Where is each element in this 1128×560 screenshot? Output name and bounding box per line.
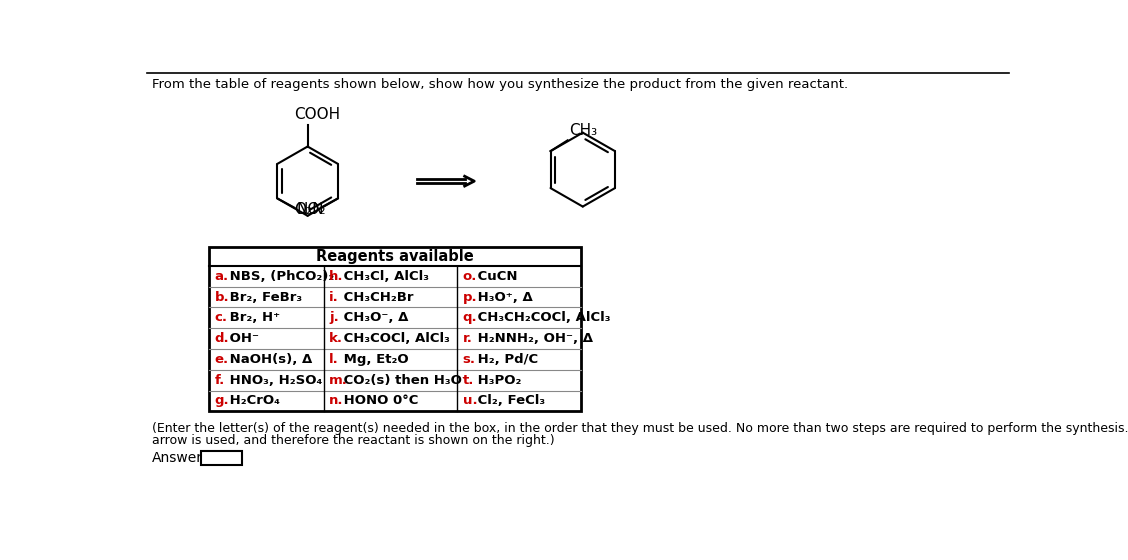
- Text: COOH: COOH: [293, 107, 340, 122]
- Text: d.: d.: [214, 332, 229, 345]
- Text: r.: r.: [462, 332, 473, 345]
- Text: j.: j.: [329, 311, 340, 324]
- Text: n.: n.: [329, 394, 344, 408]
- Text: H₃O⁺, Δ: H₃O⁺, Δ: [473, 291, 532, 304]
- Text: e.: e.: [214, 353, 229, 366]
- Text: HNO₃, H₂SO₄: HNO₃, H₂SO₄: [224, 374, 323, 387]
- Text: HONO 0°C: HONO 0°C: [340, 394, 418, 408]
- Text: From the table of reagents shown below, show how you synthesize the product from: From the table of reagents shown below, …: [152, 78, 848, 91]
- Text: H₃PO₂: H₃PO₂: [473, 374, 521, 387]
- Text: CH₃CH₂Br: CH₃CH₂Br: [340, 291, 414, 304]
- Text: p.: p.: [462, 291, 477, 304]
- Text: O₂N: O₂N: [294, 202, 324, 217]
- Text: o.: o.: [462, 270, 477, 283]
- Text: CuCN: CuCN: [473, 270, 518, 283]
- Text: a.: a.: [214, 270, 229, 283]
- Text: NO₂: NO₂: [296, 202, 326, 217]
- Text: Answer:: Answer:: [152, 451, 208, 465]
- Text: CH₃: CH₃: [570, 123, 597, 138]
- Text: (Enter the letter(s) of the reagent(s) needed in the box, in the order that they: (Enter the letter(s) of the reagent(s) n…: [152, 422, 1128, 435]
- Text: CH₃COCl, AlCl₃: CH₃COCl, AlCl₃: [340, 332, 450, 345]
- Text: t.: t.: [462, 374, 474, 387]
- Text: q.: q.: [462, 311, 477, 324]
- Text: h.: h.: [329, 270, 344, 283]
- Text: NaOH(s), Δ: NaOH(s), Δ: [224, 353, 312, 366]
- Text: s.: s.: [462, 353, 476, 366]
- Text: Cl₂, FeCl₃: Cl₂, FeCl₃: [473, 394, 545, 408]
- Text: c.: c.: [214, 311, 228, 324]
- Bar: [202, 451, 241, 465]
- Text: CH₃CH₂COCl, AlCl₃: CH₃CH₂COCl, AlCl₃: [473, 311, 610, 324]
- Bar: [209, 246, 581, 412]
- Text: H₂, Pd/C: H₂, Pd/C: [473, 353, 538, 366]
- Text: k.: k.: [329, 332, 343, 345]
- Text: NBS, (PhCO₂)₂: NBS, (PhCO₂)₂: [224, 270, 334, 283]
- Text: Br₂, H⁺: Br₂, H⁺: [224, 311, 280, 324]
- Text: b.: b.: [214, 291, 229, 304]
- Text: g.: g.: [214, 394, 229, 408]
- Text: f.: f.: [214, 374, 224, 387]
- Text: H₂NNH₂, OH⁻, Δ: H₂NNH₂, OH⁻, Δ: [473, 332, 592, 345]
- Text: m.: m.: [329, 374, 349, 387]
- Text: H₂CrO₄: H₂CrO₄: [224, 394, 280, 408]
- Text: CH₃O⁻, Δ: CH₃O⁻, Δ: [340, 311, 408, 324]
- Text: CO₂(s) then H₃O⁺: CO₂(s) then H₃O⁺: [340, 374, 469, 387]
- Text: OH⁻: OH⁻: [224, 332, 258, 345]
- Text: l.: l.: [329, 353, 340, 366]
- Text: Mg, Et₂O: Mg, Et₂O: [340, 353, 409, 366]
- Text: arrow is used, and therefore the reactant is shown on the right.): arrow is used, and therefore the reactan…: [152, 433, 555, 447]
- Text: Reagents available: Reagents available: [316, 249, 474, 264]
- Text: i.: i.: [329, 291, 340, 304]
- Text: Br₂, FeBr₃: Br₂, FeBr₃: [224, 291, 302, 304]
- Text: CH₃Cl, AlCl₃: CH₃Cl, AlCl₃: [340, 270, 430, 283]
- Text: u.: u.: [462, 394, 477, 408]
